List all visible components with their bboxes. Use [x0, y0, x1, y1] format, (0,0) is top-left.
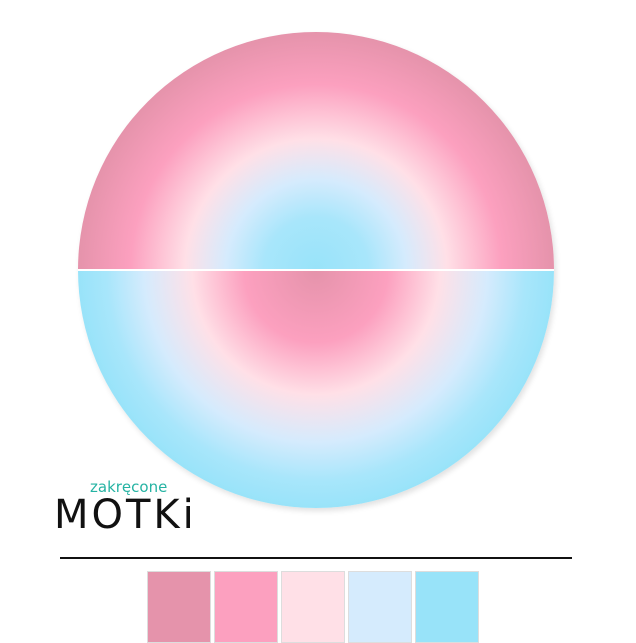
yarn-bottom-half — [78, 271, 554, 508]
yarn-top-half — [78, 32, 554, 270]
divider-line — [60, 557, 572, 559]
yarn-divider — [78, 269, 554, 271]
color-swatch — [214, 571, 278, 643]
logo-name: MOTKi — [54, 492, 197, 538]
yarn-cake-image — [78, 32, 554, 508]
color-swatch — [281, 571, 345, 643]
color-swatch — [147, 571, 211, 643]
color-swatch — [348, 571, 412, 643]
logo-tagline: zakręcone — [90, 478, 168, 496]
color-swatch — [415, 571, 479, 643]
